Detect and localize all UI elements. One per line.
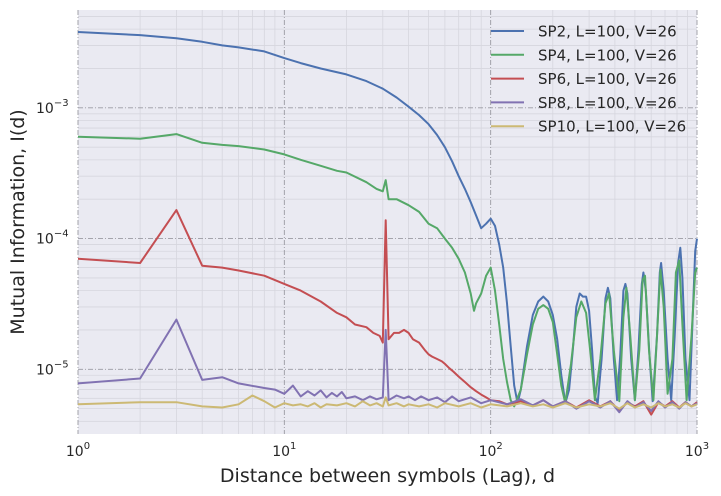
legend: SP2, L=100, V=26 SP4, L=100, V=26 SP6, L=1…	[491, 23, 686, 136]
legend-label-3: SP6, L=100, V=26	[538, 70, 677, 88]
x-tick-label: 100	[66, 441, 90, 460]
y-tick-label: 10−5	[36, 359, 69, 378]
major-grid	[77, 10, 698, 434]
y-tick-label: 10−3	[36, 98, 69, 117]
minor-grid	[78, 10, 697, 434]
legend-label-4: SP8, L=100, V=26	[538, 94, 677, 112]
legend-label-5: SP10, L=100, V=26	[538, 118, 686, 136]
x-tick-labels: 100 101 102 103	[66, 441, 709, 460]
x-tick-label: 102	[479, 441, 503, 460]
series-layer	[77, 31, 698, 416]
y-tick-labels: 10−5 10−4 10−3	[36, 98, 69, 378]
series-line-4	[77, 318, 698, 414]
x-tick-label: 101	[272, 441, 296, 460]
series-line-5	[77, 394, 698, 410]
legend-label-2: SP4, L=100, V=26	[538, 46, 677, 64]
legend-label-1: SP2, L=100, V=26	[538, 23, 677, 41]
x-tick-label: 103	[685, 441, 709, 460]
y-tick-label: 10−4	[36, 229, 69, 248]
x-axis-title: Distance between symbols (Lag), d	[220, 465, 555, 487]
y-axis-title: Mutual Information, I(d)	[7, 109, 29, 334]
series-line-2	[77, 133, 698, 408]
